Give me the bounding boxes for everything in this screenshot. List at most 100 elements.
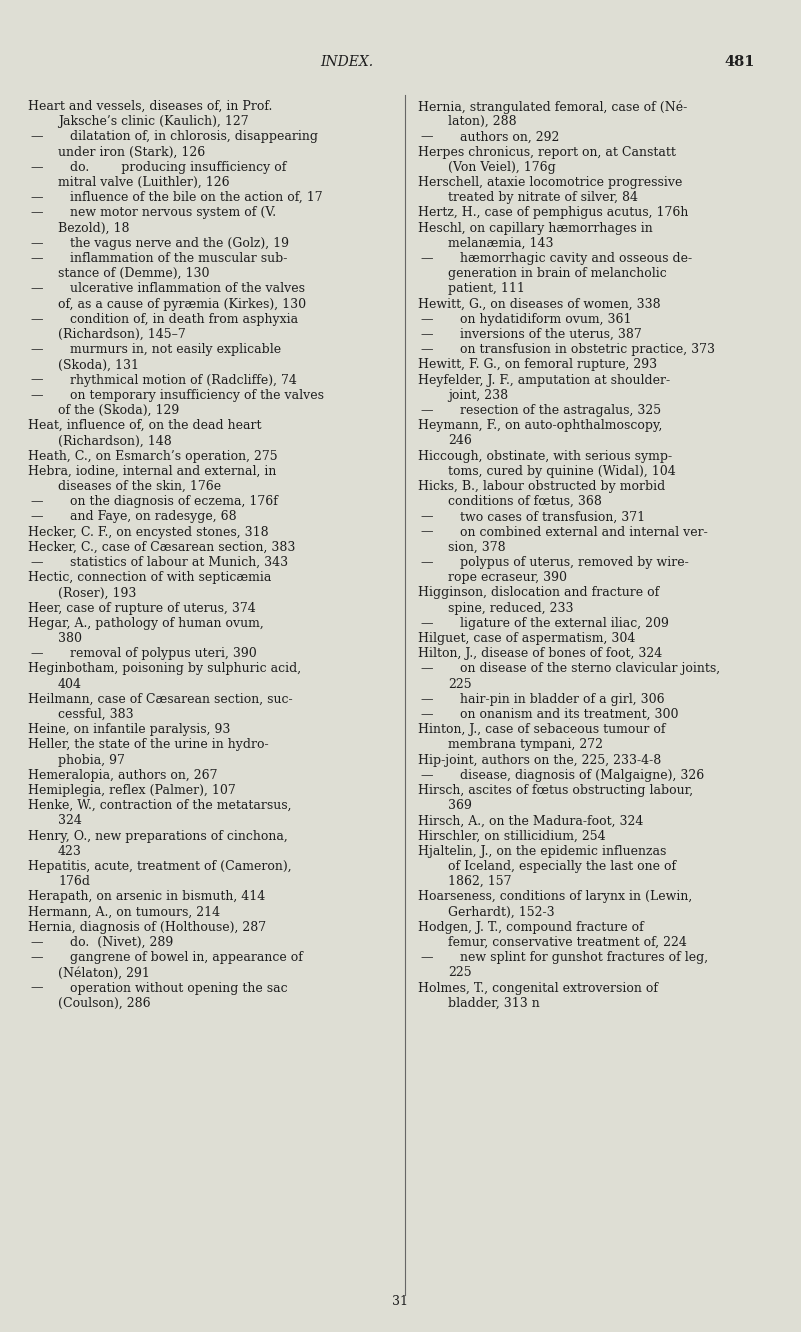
Text: —: —	[30, 936, 42, 948]
Text: Hodgen, J. T., compound fracture of: Hodgen, J. T., compound fracture of	[418, 920, 644, 934]
Text: —: —	[420, 617, 433, 630]
Text: Jaksche’s clinic (Kaulich), 127: Jaksche’s clinic (Kaulich), 127	[58, 115, 248, 128]
Text: resection of the astragalus, 325: resection of the astragalus, 325	[460, 404, 661, 417]
Text: —: —	[420, 510, 433, 523]
Text: —: —	[30, 555, 42, 569]
Text: Holmes, T., congenital extroversion of: Holmes, T., congenital extroversion of	[418, 982, 658, 995]
Text: removal of polypus uteri, 390: removal of polypus uteri, 390	[70, 647, 257, 661]
Text: —: —	[420, 526, 433, 538]
Text: —: —	[30, 951, 42, 964]
Text: mitral valve (Luithler), 126: mitral valve (Luithler), 126	[58, 176, 230, 189]
Text: Hectic, connection of with septicæmia: Hectic, connection of with septicæmia	[28, 571, 272, 585]
Text: Henke, W., contraction of the metatarsus,: Henke, W., contraction of the metatarsus…	[28, 799, 292, 813]
Text: Hirsch, A., on the Madura-foot, 324: Hirsch, A., on the Madura-foot, 324	[418, 814, 643, 827]
Text: —: —	[30, 510, 42, 523]
Text: rope ecraseur, 390: rope ecraseur, 390	[448, 571, 567, 585]
Text: generation in brain of melancholic: generation in brain of melancholic	[448, 268, 666, 280]
Text: toms, cured by quinine (Widal), 104: toms, cured by quinine (Widal), 104	[448, 465, 676, 478]
Text: Hiccough, obstinate, with serious symp-: Hiccough, obstinate, with serious symp-	[418, 450, 672, 462]
Text: dilatation of, in chlorosis, disappearing: dilatation of, in chlorosis, disappearin…	[70, 131, 318, 144]
Text: —: —	[30, 982, 42, 995]
Text: Hilguet, case of aspermatism, 304: Hilguet, case of aspermatism, 304	[418, 631, 635, 645]
Text: joint, 238: joint, 238	[448, 389, 508, 402]
Text: (Skoda), 131: (Skoda), 131	[58, 358, 139, 372]
Text: 369: 369	[448, 799, 472, 813]
Text: phobia, 97: phobia, 97	[58, 754, 125, 767]
Text: —: —	[420, 404, 433, 417]
Text: Heat, influence of, on the dead heart: Heat, influence of, on the dead heart	[28, 420, 261, 432]
Text: the vagus nerve and the (Golz), 19: the vagus nerve and the (Golz), 19	[70, 237, 289, 250]
Text: Heilmann, case of Cæsarean section, suc-: Heilmann, case of Cæsarean section, suc-	[28, 693, 292, 706]
Text: do.        producing insufficiency of: do. producing insufficiency of	[70, 161, 287, 173]
Text: ligature of the external iliac, 209: ligature of the external iliac, 209	[460, 617, 669, 630]
Text: Henry, O., new preparations of cinchona,: Henry, O., new preparations of cinchona,	[28, 830, 288, 843]
Text: —: —	[420, 328, 433, 341]
Text: Hebra, iodine, internal and external, in: Hebra, iodine, internal and external, in	[28, 465, 276, 478]
Text: Hegar, A., pathology of human ovum,: Hegar, A., pathology of human ovum,	[28, 617, 264, 630]
Text: hæmorrhagic cavity and osseous de-: hæmorrhagic cavity and osseous de-	[460, 252, 692, 265]
Text: —: —	[420, 662, 433, 675]
Text: new motor nervous system of (V.: new motor nervous system of (V.	[70, 206, 276, 220]
Text: Heyfelder, J. F., amputation at shoulder-: Heyfelder, J. F., amputation at shoulder…	[418, 373, 670, 386]
Text: (Richardson), 148: (Richardson), 148	[58, 434, 171, 448]
Text: patient, 111: patient, 111	[448, 282, 525, 296]
Text: on combined external and internal ver-: on combined external and internal ver-	[460, 526, 708, 538]
Text: Hepatitis, acute, treatment of (Cameron),: Hepatitis, acute, treatment of (Cameron)…	[28, 860, 292, 872]
Text: authors on, 292: authors on, 292	[460, 131, 559, 144]
Text: —: —	[30, 496, 42, 509]
Text: of, as a cause of pyræmia (Kirkes), 130: of, as a cause of pyræmia (Kirkes), 130	[58, 297, 306, 310]
Text: Herpes chronicus, report on, at Canstatt: Herpes chronicus, report on, at Canstatt	[418, 145, 676, 159]
Text: on temporary insufficiency of the valves: on temporary insufficiency of the valves	[70, 389, 324, 402]
Text: Heschl, on capillary hæmorrhages in: Heschl, on capillary hæmorrhages in	[418, 221, 653, 234]
Text: on disease of the sterno clavicular joints,: on disease of the sterno clavicular join…	[460, 662, 720, 675]
Text: —: —	[30, 647, 42, 661]
Text: conditions of fœtus, 368: conditions of fœtus, 368	[448, 496, 602, 509]
Text: Bezold), 18: Bezold), 18	[58, 221, 130, 234]
Text: membrana tympani, 272: membrana tympani, 272	[448, 738, 603, 751]
Text: 423: 423	[58, 844, 82, 858]
Text: (Coulson), 286: (Coulson), 286	[58, 996, 151, 1010]
Text: Hoarseness, conditions of larynx in (Lewin,: Hoarseness, conditions of larynx in (Lew…	[418, 890, 692, 903]
Text: on onanism and its treatment, 300: on onanism and its treatment, 300	[460, 709, 678, 721]
Text: inversions of the uterus, 387: inversions of the uterus, 387	[460, 328, 642, 341]
Text: treated by nitrate of silver, 84: treated by nitrate of silver, 84	[448, 192, 638, 204]
Text: on the diagnosis of eczema, 176f: on the diagnosis of eczema, 176f	[70, 496, 278, 509]
Text: —: —	[420, 344, 433, 356]
Text: on transfusion in obstetric practice, 373: on transfusion in obstetric practice, 37…	[460, 344, 715, 356]
Text: Hernia, diagnosis of (Holthouse), 287: Hernia, diagnosis of (Holthouse), 287	[28, 920, 266, 934]
Text: bladder, 313 n: bladder, 313 n	[448, 996, 540, 1010]
Text: 225: 225	[448, 967, 472, 979]
Text: Hilton, J., disease of bones of foot, 324: Hilton, J., disease of bones of foot, 32…	[418, 647, 662, 661]
Text: Hertz, H., case of pemphigus acutus, 176h: Hertz, H., case of pemphigus acutus, 176…	[418, 206, 688, 220]
Text: —: —	[30, 131, 42, 144]
Text: Heart and vessels, diseases of, in Prof.: Heart and vessels, diseases of, in Prof.	[28, 100, 272, 113]
Text: Hirschler, on stillicidium, 254: Hirschler, on stillicidium, 254	[418, 830, 606, 843]
Text: do.  (Nivet), 289: do. (Nivet), 289	[70, 936, 173, 948]
Text: of Iceland, especially the last one of: of Iceland, especially the last one of	[448, 860, 676, 872]
Text: stance of (Demme), 130: stance of (Demme), 130	[58, 268, 210, 280]
Text: 246: 246	[448, 434, 472, 448]
Text: hair-pin in bladder of a girl, 306: hair-pin in bladder of a girl, 306	[460, 693, 665, 706]
Text: —: —	[420, 131, 433, 144]
Text: Hicks, B., labour obstructed by morbid: Hicks, B., labour obstructed by morbid	[418, 480, 666, 493]
Text: Hinton, J., case of sebaceous tumour of: Hinton, J., case of sebaceous tumour of	[418, 723, 666, 737]
Text: Hirsch, ascites of fœtus obstructing labour,: Hirsch, ascites of fœtus obstructing lab…	[418, 785, 693, 797]
Text: 1862, 157: 1862, 157	[448, 875, 512, 888]
Text: murmurs in, not easily explicable: murmurs in, not easily explicable	[70, 344, 281, 356]
Text: 324: 324	[58, 814, 82, 827]
Text: statistics of labour at Munich, 343: statistics of labour at Munich, 343	[70, 555, 288, 569]
Text: diseases of the skin, 176e: diseases of the skin, 176e	[58, 480, 221, 493]
Text: 404: 404	[58, 678, 82, 690]
Text: melanæmia, 143: melanæmia, 143	[448, 237, 553, 250]
Text: Hecker, C., case of Cæsarean section, 383: Hecker, C., case of Cæsarean section, 38…	[28, 541, 296, 554]
Text: —: —	[30, 206, 42, 220]
Text: laton), 288: laton), 288	[448, 115, 517, 128]
Text: sion, 378: sion, 378	[448, 541, 505, 554]
Text: of the (Skoda), 129: of the (Skoda), 129	[58, 404, 179, 417]
Text: 31: 31	[392, 1295, 408, 1308]
Text: —: —	[30, 237, 42, 250]
Text: Hemeralopia, authors on, 267: Hemeralopia, authors on, 267	[28, 769, 218, 782]
Text: —: —	[30, 389, 42, 402]
Text: and Faye, on radesyge, 68: and Faye, on radesyge, 68	[70, 510, 236, 523]
Text: Hjaltelin, J., on the epidemic influenzas: Hjaltelin, J., on the epidemic influenza…	[418, 844, 666, 858]
